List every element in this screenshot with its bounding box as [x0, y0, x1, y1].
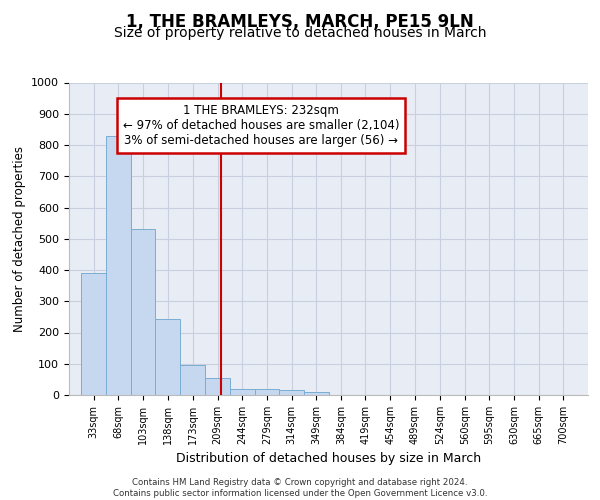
Text: Contains HM Land Registry data © Crown copyright and database right 2024.
Contai: Contains HM Land Registry data © Crown c…: [113, 478, 487, 498]
Bar: [180, 364, 205, 395]
Text: Size of property relative to detached houses in March: Size of property relative to detached ho…: [114, 26, 486, 40]
Bar: [230, 389, 254, 395]
Bar: [106, 136, 131, 395]
Bar: [304, 392, 329, 395]
Bar: [82, 273, 106, 395]
X-axis label: Distribution of detached houses by size in March: Distribution of detached houses by size …: [176, 452, 481, 466]
Y-axis label: Number of detached properties: Number of detached properties: [13, 146, 26, 332]
Bar: [279, 390, 304, 395]
Text: 1, THE BRAMLEYS, MARCH, PE15 9LN: 1, THE BRAMLEYS, MARCH, PE15 9LN: [126, 12, 474, 30]
Bar: [155, 320, 180, 395]
Bar: [254, 390, 279, 395]
Text: 1 THE BRAMLEYS: 232sqm
← 97% of detached houses are smaller (2,104)
3% of semi-d: 1 THE BRAMLEYS: 232sqm ← 97% of detached…: [123, 104, 399, 148]
Bar: [205, 378, 230, 395]
Bar: [131, 230, 155, 395]
